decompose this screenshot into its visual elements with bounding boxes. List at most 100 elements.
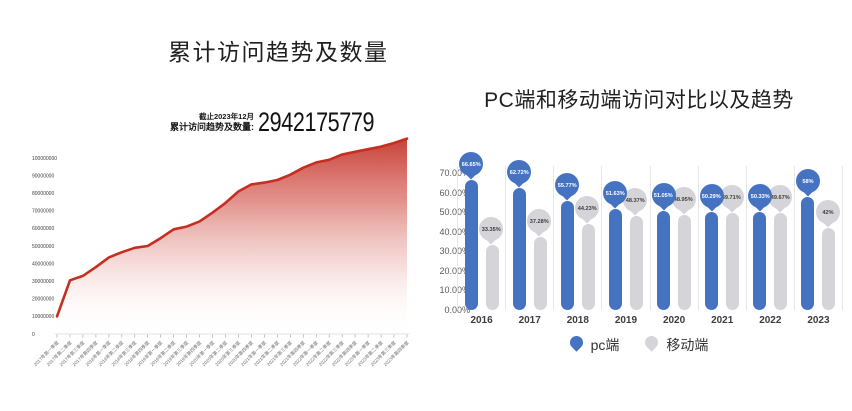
pc-bar xyxy=(560,201,574,310)
legend-item-pc: pc端 xyxy=(566,333,620,355)
cumulative-visits-panel: 累计访问趋势及数量 截止2023年12月 累计访问趋势及数量: 29421757… xyxy=(32,39,411,368)
pc-value-label: 51.63% xyxy=(605,190,625,197)
pc-value-balloon: 58% xyxy=(795,168,820,193)
mobile-bar xyxy=(774,213,788,310)
y-axis-label: 40000000 xyxy=(32,261,54,267)
right-chart-title: PC端和移动端访问对比以及趋势 xyxy=(484,89,794,112)
total-visits-annotation: 截止2023年12月 累计访问趋势及数量: 2942175779 xyxy=(170,109,406,136)
legend-item-mobile: 移动端 xyxy=(642,333,709,355)
pc-value-label: 55.77% xyxy=(557,182,577,189)
pc-value-balloon: 66.65% xyxy=(459,152,484,176)
x-axis-year-label: 2019 xyxy=(614,315,638,326)
mobile-value-balloon: 49.71% xyxy=(719,185,744,210)
mobile-bar xyxy=(485,245,499,310)
y-axis-label: 10000000 xyxy=(32,314,54,320)
pc-bar xyxy=(608,209,622,310)
pc-value-balloon: 55.77% xyxy=(555,173,580,198)
y-axis-label: 70000000 xyxy=(32,209,54,215)
year-group: 58% 42% 2023 xyxy=(793,166,843,326)
y-axis-label: 10.00% xyxy=(439,285,470,295)
y-axis-label: 30.00% xyxy=(439,246,470,256)
year-group: 51.05% 48.95% 2020 xyxy=(649,166,698,326)
pc-value-label: 58% xyxy=(802,177,814,185)
mobile-value-label: 49.71% xyxy=(722,194,742,201)
x-axis-year-label: 2023 xyxy=(807,315,830,326)
mobile-bar xyxy=(533,237,547,310)
pc-bar xyxy=(657,210,671,310)
x-axis-year-label: 2016 xyxy=(470,315,493,326)
x-axis-year-label: 2021 xyxy=(711,315,734,326)
y-axis-label: 90000000 xyxy=(32,173,54,179)
y-axis-label: 60000000 xyxy=(32,226,54,232)
mobile-value-balloon: 49.67% xyxy=(767,185,792,210)
mobile-droplet-icon xyxy=(642,333,662,352)
mobile-value-label: 49.67% xyxy=(770,194,790,201)
year-groups: 66.65% 33.35% 2016 62.72% 37.28% 2017 55.77% 44… xyxy=(457,152,843,326)
mobile-value-balloon: 48.37% xyxy=(623,187,648,212)
pc-value-label: 66.65% xyxy=(461,160,481,168)
pc-mobile-panel: PC端和移动端访问对比以及趋势 0.00% 10.00% 20.00% 30.00% 4… xyxy=(426,0,852,411)
y-axis-label: 100000000 xyxy=(32,156,57,162)
mobile-value-label: 33.35% xyxy=(481,225,501,233)
mobile-value-balloon: 37.28% xyxy=(527,209,552,234)
y-axis-label: 80000000 xyxy=(32,191,54,197)
mobile-bar xyxy=(822,228,836,310)
mobile-value-label: 44.23% xyxy=(577,204,597,211)
mobile-value-label: 48.37% xyxy=(625,196,645,203)
x-axis-year-label: 2022 xyxy=(759,315,782,326)
pc-value-balloon: 62.72% xyxy=(507,159,532,184)
legend: pc端 移动端 xyxy=(426,333,852,355)
pc-value-balloon: 51.05% xyxy=(651,182,676,207)
mobile-value-label: 42% xyxy=(822,209,834,216)
pc-bar xyxy=(753,211,767,310)
y-axis-label: 30000000 xyxy=(32,279,54,285)
mobile-value-balloon: 48.95% xyxy=(671,186,696,211)
y-axis-label: 70.00% xyxy=(439,168,470,178)
pc-bar xyxy=(464,180,478,310)
year-group: 66.65% 33.35% 2016 xyxy=(457,152,505,326)
mobile-value-label: 37.28% xyxy=(529,218,549,225)
mobile-value-balloon: 44.23% xyxy=(575,195,600,220)
mobile-bar xyxy=(629,215,643,310)
pc-value-balloon: 51.63% xyxy=(603,181,628,206)
legend-label-pc: pc端 xyxy=(590,337,620,353)
left-chart-title: 累计访问趋势及数量 xyxy=(168,39,389,65)
pc-bar xyxy=(801,196,815,310)
pc-value-label: 51.05% xyxy=(654,191,674,198)
y-axis-label: 0 xyxy=(32,332,35,338)
x-axis-year-label: 2017 xyxy=(518,315,541,326)
mobile-value-label: 48.95% xyxy=(674,195,694,202)
mobile-value-balloon: 33.35% xyxy=(479,217,504,241)
as-of-date-label: 截止2023年12月 xyxy=(198,112,254,122)
pc-value-label: 62.72% xyxy=(509,168,529,175)
y-axis-label: 60.00% xyxy=(439,187,470,198)
y-axis-label: 40.00% xyxy=(439,226,470,237)
pc-value-balloon: 50.33% xyxy=(747,183,772,208)
pc-bar xyxy=(512,187,526,310)
mobile-bar xyxy=(678,214,692,310)
year-group: 62.72% 37.28% 2017 xyxy=(505,159,553,326)
pc-value-label: 50.29% xyxy=(702,192,722,200)
mobile-bar xyxy=(726,213,740,310)
trend-line xyxy=(55,137,409,318)
year-group: 55.77% 44.23% 2018 xyxy=(553,166,601,326)
area-fill xyxy=(57,138,407,334)
mobile-bar xyxy=(581,223,595,310)
y-axis-label: 50000000 xyxy=(32,244,54,250)
total-visits-value: 2942175779 xyxy=(258,107,375,137)
year-group: 50.29% 49.71% 2021 xyxy=(697,166,746,326)
legend-label-mobile: 移动端 xyxy=(666,337,709,353)
pc-value-balloon: 50.29% xyxy=(699,183,724,208)
y-axis-label: 50.00% xyxy=(439,207,470,217)
cumulative-area-chart: 0 10000000 20000000 30000000 40000000 5000000… xyxy=(32,137,411,368)
year-group: 51.63% 48.37% 2019 xyxy=(601,166,649,326)
annotation-labels: 截止2023年12月 累计访问趋势及数量: xyxy=(170,112,254,133)
x-axis-year-label: 2018 xyxy=(566,315,589,326)
year-group: 50.33% 49.67% 2022 xyxy=(745,166,794,326)
mobile-value-balloon: 42% xyxy=(815,200,840,225)
pc-droplet-icon xyxy=(566,333,586,352)
pc-bar xyxy=(705,211,719,310)
x-axis-year-label: 2020 xyxy=(662,315,686,326)
metric-label: 累计访问趋势及数量: xyxy=(170,121,254,132)
